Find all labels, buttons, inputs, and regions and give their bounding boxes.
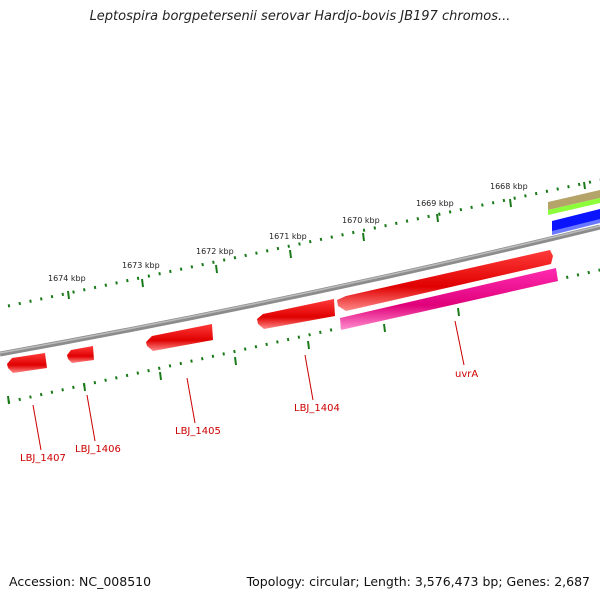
gene-leader-lines [32,320,465,451]
ruler-label-1670: 1670 kbp [342,216,380,225]
outer-tick-ruler [7,178,600,308]
ruler-label-1668: 1668 kbp [490,182,528,191]
genome-summary-text: Topology: circular; Length: 3,576,473 bp… [246,574,590,589]
gene-LBJ_1405-arrow[interactable] [146,324,213,351]
map-title: Leptospira borgpetersenii serovar Hardjo… [89,9,511,24]
ruler-label-1672: 1672 kbp [196,247,234,256]
gene-LBJ_1407-arrow[interactable] [7,353,47,373]
ruler-label-1674: 1674 kbp [48,274,86,283]
gene-LBJ_1406-arrow[interactable] [67,346,94,363]
chromosome-backbone [0,224,600,357]
ruler-label-1669: 1669 kbp [416,199,454,208]
ruler-labels: 1668 kbp 1669 kbp 1670 kbp 1671 kbp 1672… [48,182,528,283]
gene-uvrA-arrow[interactable] [337,250,553,311]
ruler-label-1673: 1673 kbp [122,261,160,270]
inner-major-ticks [7,307,460,405]
outer-major-ticks [67,181,586,300]
gene-label-LBJ_1404[interactable]: LBJ_1404 [294,403,340,414]
gene-label-LBJ_1406[interactable]: LBJ_1406 [75,444,121,455]
gene-label-LBJ_1405[interactable]: LBJ_1405 [175,426,221,437]
cds-uvrA-feature[interactable] [340,268,558,330]
gene-LBJ_1404-arrow[interactable] [257,299,335,329]
ruler-label-1671: 1671 kbp [269,232,307,241]
accession-text: Accession: NC_008510 [9,574,152,589]
gene-label-LBJ_1407[interactable]: LBJ_1407 [20,453,66,464]
feature-tracks-top-right[interactable] [548,190,600,235]
gene-label-uvrA[interactable]: uvrA [455,369,478,380]
